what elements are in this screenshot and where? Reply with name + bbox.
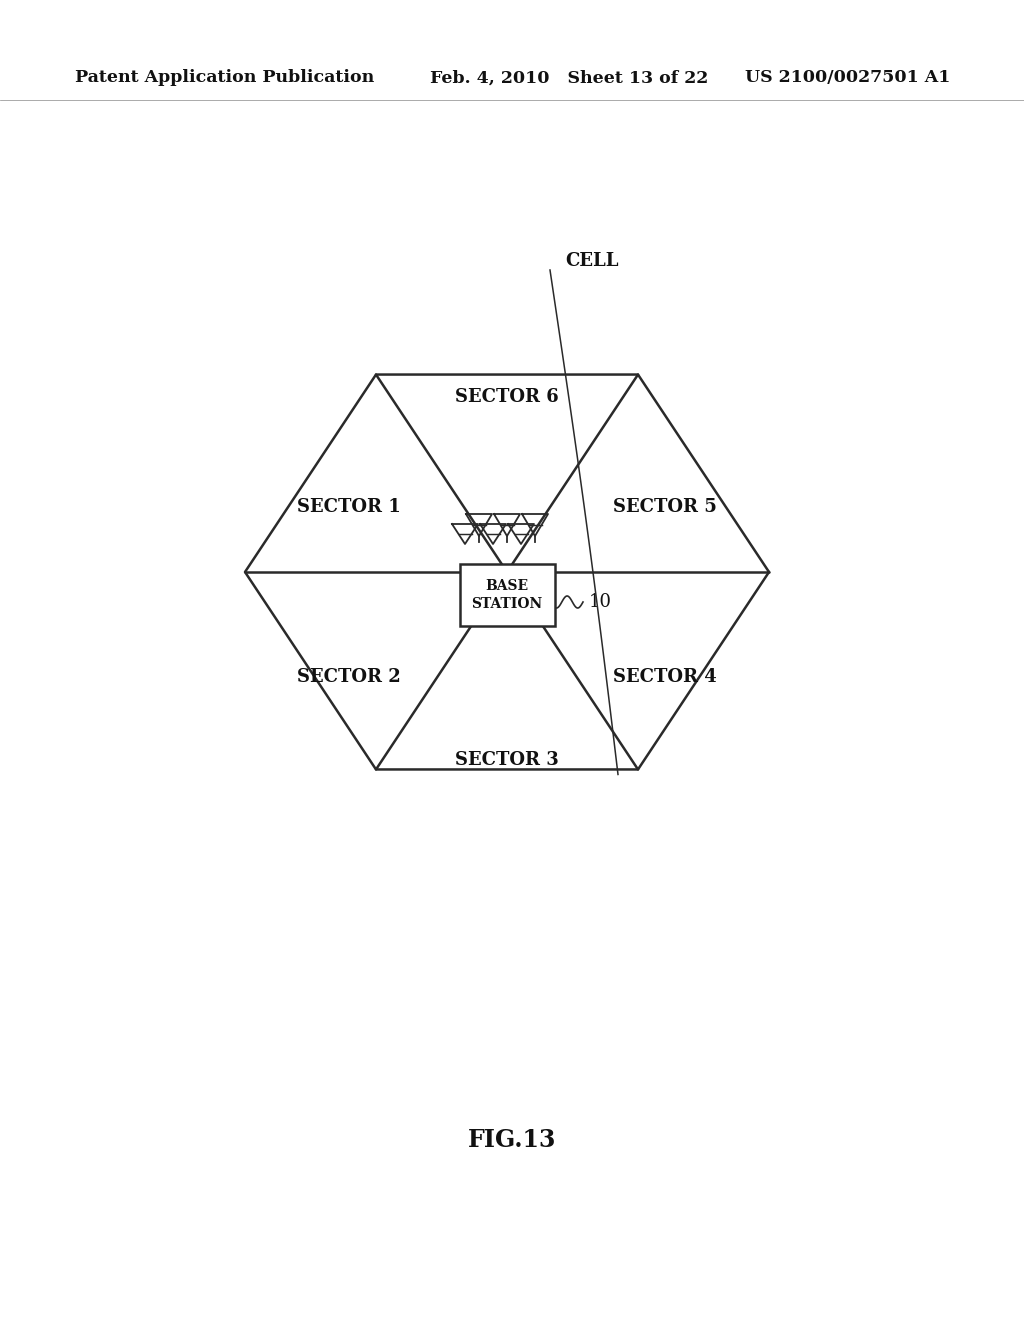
Text: 10: 10	[589, 593, 612, 611]
Text: SECTOR 1: SECTOR 1	[297, 498, 400, 516]
Text: BASE
STATION: BASE STATION	[471, 578, 543, 611]
Text: CELL: CELL	[565, 252, 618, 271]
Text: SECTOR 3: SECTOR 3	[455, 751, 559, 770]
Text: Patent Application Publication: Patent Application Publication	[75, 70, 374, 87]
Text: SECTOR 6: SECTOR 6	[455, 388, 559, 407]
Text: SECTOR 5: SECTOR 5	[613, 498, 717, 516]
Text: SECTOR 2: SECTOR 2	[297, 668, 400, 686]
Text: Feb. 4, 2010   Sheet 13 of 22: Feb. 4, 2010 Sheet 13 of 22	[430, 70, 709, 87]
Text: US 2100/0027501 A1: US 2100/0027501 A1	[744, 70, 950, 87]
Bar	[460, 564, 555, 626]
Text: FIG.13: FIG.13	[468, 1129, 556, 1152]
Text: SECTOR 4: SECTOR 4	[613, 668, 717, 686]
